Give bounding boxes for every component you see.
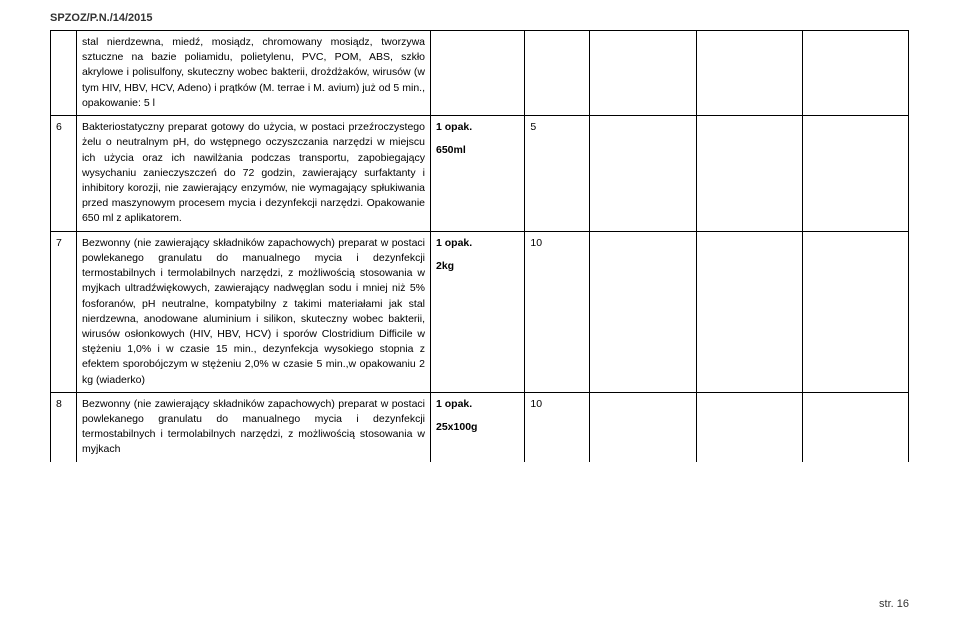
cell-qty: 10 [525,231,590,392]
cell-pack: 1 opak. 650ml [431,116,525,232]
cell-desc: Bakteriostatyczny preparat gotowy do uży… [76,116,430,232]
cell-empty [802,116,908,232]
cell-pack [431,31,525,116]
spec-table: stal nierdzewna, miedź, mosiądz, chromow… [50,30,909,462]
pack-line1: 1 opak. [436,120,519,135]
cell-empty [590,392,696,461]
table-row: 8 Bezwonny (nie zawierający składników z… [51,392,909,461]
cell-index [51,31,77,116]
table-row: 7 Bezwonny (nie zawierający składników z… [51,231,909,392]
cell-qty [525,31,590,116]
table-row: stal nierdzewna, miedź, mosiądz, chromow… [51,31,909,116]
cell-empty [590,31,696,116]
cell-empty [696,116,802,232]
pack-line1: 1 opak. [436,397,519,412]
pack-line1: 1 opak. [436,236,519,251]
cell-qty: 5 [525,116,590,232]
page-footer: str. 16 [879,598,909,610]
pack-line2: 2kg [436,259,519,274]
pack-line2: 650ml [436,143,519,158]
cell-desc: Bezwonny (nie zawierający składników zap… [76,392,430,461]
cell-pack: 1 opak. 2kg [431,231,525,392]
cell-empty [802,31,908,116]
cell-desc: Bezwonny (nie zawierający składników zap… [76,231,430,392]
doc-id: SPZOZ/P.N./14/2015 [50,12,909,24]
table-row: 6 Bakteriostatyczny preparat gotowy do u… [51,116,909,232]
cell-desc: stal nierdzewna, miedź, mosiądz, chromow… [76,31,430,116]
cell-empty [696,31,802,116]
pack-line2: 25x100g [436,420,519,435]
cell-index: 8 [51,392,77,461]
cell-empty [802,231,908,392]
cell-qty: 10 [525,392,590,461]
cell-pack: 1 opak. 25x100g [431,392,525,461]
cell-empty [696,392,802,461]
cell-empty [590,116,696,232]
cell-empty [802,392,908,461]
page: SPZOZ/P.N./14/2015 stal nierdzewna, mied… [0,0,959,620]
cell-empty [590,231,696,392]
cell-empty [696,231,802,392]
cell-index: 7 [51,231,77,392]
cell-index: 6 [51,116,77,232]
